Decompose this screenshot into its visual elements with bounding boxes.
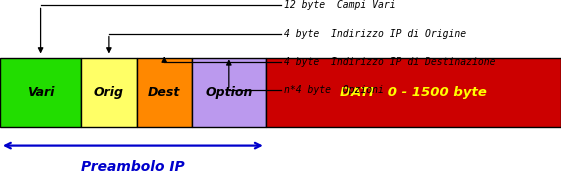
Text: n*4 byte  Opzioni: n*4 byte Opzioni <box>284 85 384 95</box>
Text: Dest: Dest <box>148 86 181 99</box>
Text: Orig: Orig <box>94 86 124 99</box>
Text: Preambolo IP: Preambolo IP <box>81 161 185 174</box>
Text: 12 byte  Campi Vari: 12 byte Campi Vari <box>284 1 396 10</box>
Text: DATI   0 - 1500 byte: DATI 0 - 1500 byte <box>340 86 487 99</box>
Bar <box>0 58 81 127</box>
Bar <box>266 58 561 127</box>
Text: 4 byte  Indirizzo IP di Origine: 4 byte Indirizzo IP di Origine <box>284 29 466 39</box>
Text: Vari: Vari <box>27 86 54 99</box>
Text: 4 byte  Indirizzo IP di Destinazione: 4 byte Indirizzo IP di Destinazione <box>284 57 496 67</box>
Bar <box>136 58 192 127</box>
Text: Option: Option <box>205 86 252 99</box>
Bar <box>192 58 266 127</box>
Bar <box>81 58 136 127</box>
